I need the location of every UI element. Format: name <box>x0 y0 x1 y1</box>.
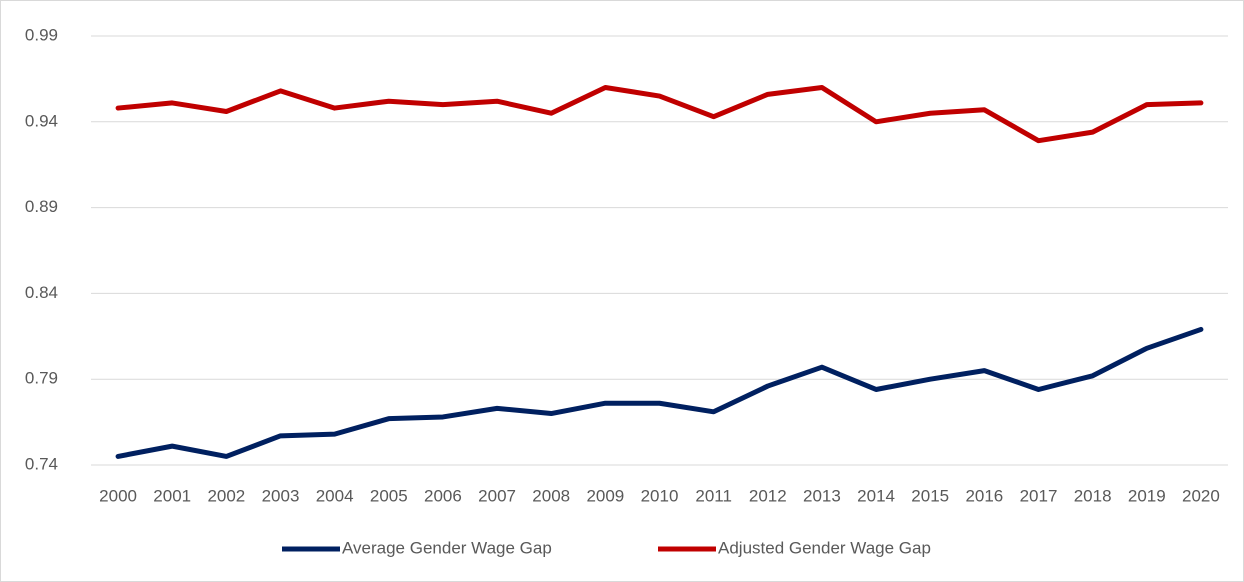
x-tick-label: 2019 <box>1128 486 1166 505</box>
x-tick-label: 2000 <box>99 486 137 505</box>
x-tick-label: 2014 <box>857 486 895 505</box>
legend-label: Adjusted Gender Wage Gap <box>718 538 931 557</box>
x-tick-label: 2007 <box>478 486 516 505</box>
x-tick-label: 2009 <box>586 486 624 505</box>
x-tick-label: 2013 <box>803 486 841 505</box>
x-tick-label: 2006 <box>424 486 462 505</box>
x-tick-label: 2004 <box>316 486 354 505</box>
x-tick-label: 2008 <box>532 486 570 505</box>
y-tick-label: 0.74 <box>25 454 58 473</box>
legend-label: Average Gender Wage Gap <box>342 538 552 557</box>
x-tick-label: 2016 <box>965 486 1003 505</box>
x-tick-label: 2018 <box>1074 486 1112 505</box>
y-tick-label: 0.79 <box>25 369 58 388</box>
series-line <box>115 326 1204 459</box>
x-tick-label: 2010 <box>641 486 679 505</box>
y-tick-label: 0.89 <box>25 197 58 216</box>
y-tick-label: 0.94 <box>25 111 58 130</box>
x-tick-label: 2001 <box>153 486 191 505</box>
x-tick-label: 2005 <box>370 486 408 505</box>
x-tick-label: 2017 <box>1020 486 1058 505</box>
y-tick-label: 0.99 <box>25 25 58 44</box>
x-tick-label: 2015 <box>911 486 949 505</box>
x-tick-label: 2003 <box>262 486 300 505</box>
x-tick-label: 2020 <box>1182 486 1220 505</box>
series-line <box>115 84 1204 144</box>
x-tick-label: 2002 <box>207 486 245 505</box>
x-tick-label: 2011 <box>695 486 732 505</box>
x-tick-label: 2012 <box>749 486 787 505</box>
y-tick-label: 0.84 <box>25 283 58 302</box>
